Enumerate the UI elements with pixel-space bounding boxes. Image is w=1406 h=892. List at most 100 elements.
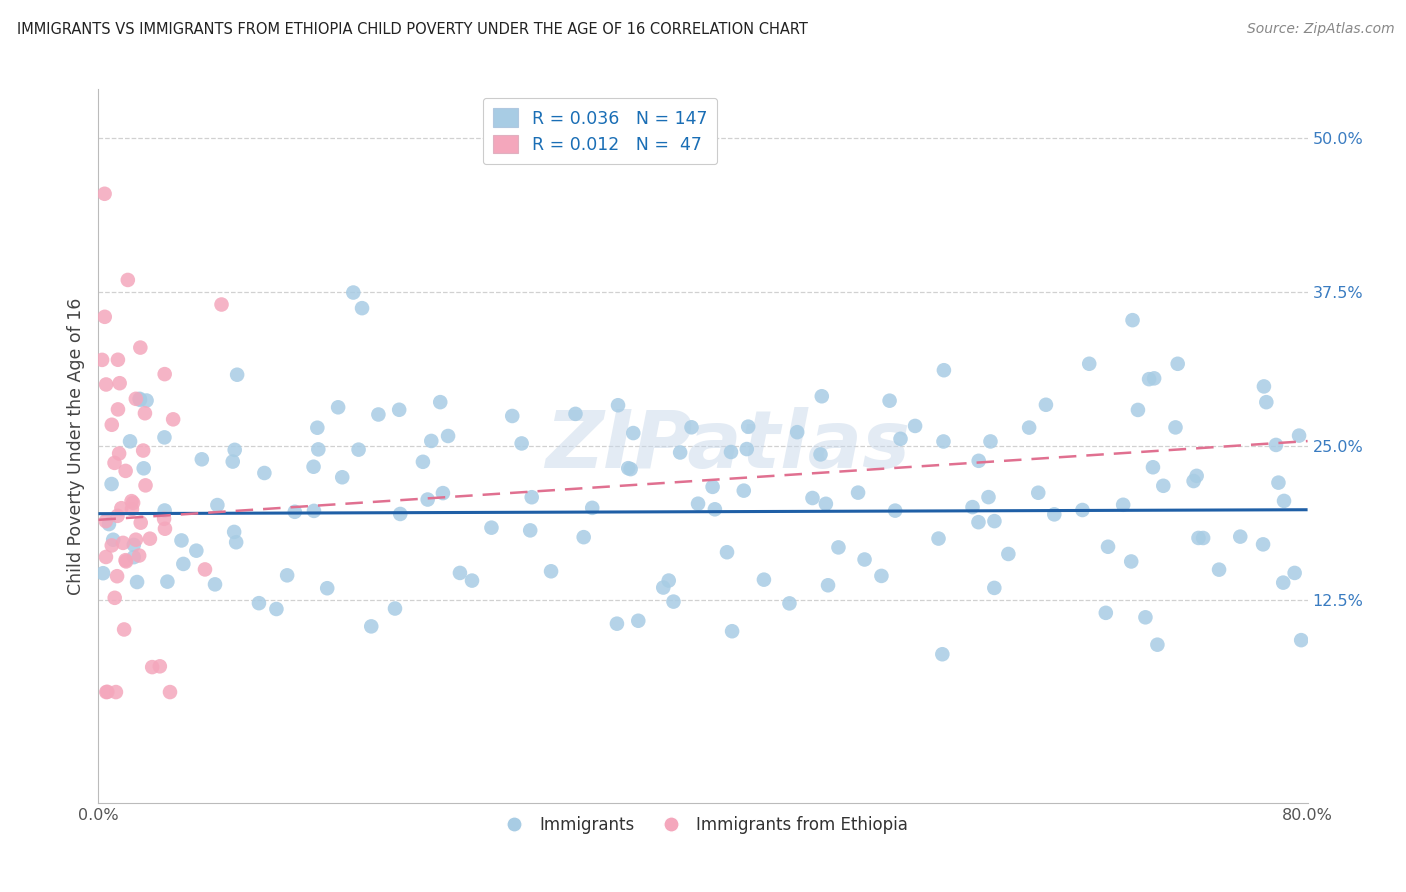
Point xyxy=(125,392,148,406)
Point xyxy=(225,535,247,549)
Point xyxy=(581,500,603,515)
Point xyxy=(997,547,1019,561)
Point xyxy=(416,492,439,507)
Point xyxy=(330,470,353,484)
Point xyxy=(1192,531,1215,545)
Point xyxy=(702,480,724,494)
Point xyxy=(100,477,122,491)
Point xyxy=(129,516,152,530)
Point xyxy=(1078,357,1101,371)
Point xyxy=(104,591,127,605)
Point xyxy=(510,436,533,450)
Point xyxy=(889,432,911,446)
Point xyxy=(1126,403,1149,417)
Point xyxy=(114,553,136,567)
Point xyxy=(1026,485,1049,500)
Point xyxy=(326,401,349,415)
Point xyxy=(1185,468,1208,483)
Point xyxy=(122,538,145,552)
Point xyxy=(132,461,155,475)
Point xyxy=(118,434,141,449)
Point xyxy=(620,462,643,476)
Y-axis label: Child Poverty Under the Age of 16: Child Poverty Under the Age of 16 xyxy=(66,297,84,595)
Point xyxy=(307,421,329,435)
Point xyxy=(93,310,115,324)
Point xyxy=(1272,575,1295,590)
Point xyxy=(606,616,628,631)
Point xyxy=(162,412,184,426)
Point xyxy=(384,601,406,615)
Point xyxy=(520,490,543,504)
Point xyxy=(1112,498,1135,512)
Point xyxy=(121,494,143,508)
Point xyxy=(128,392,150,406)
Point xyxy=(107,352,129,367)
Point xyxy=(1121,554,1143,568)
Point xyxy=(153,503,176,517)
Point xyxy=(211,297,233,311)
Point xyxy=(519,524,541,538)
Legend: Immigrants, Immigrants from Ethiopia: Immigrants, Immigrants from Ethiopia xyxy=(491,810,915,841)
Point xyxy=(1187,531,1209,545)
Point xyxy=(93,186,115,201)
Point xyxy=(186,543,208,558)
Point xyxy=(967,454,990,468)
Point xyxy=(429,395,451,409)
Point xyxy=(170,533,193,548)
Point xyxy=(607,398,630,412)
Point xyxy=(658,574,681,588)
Point xyxy=(108,376,131,391)
Point xyxy=(752,573,775,587)
Point xyxy=(153,522,176,536)
Point xyxy=(121,502,143,516)
Point xyxy=(1146,638,1168,652)
Point xyxy=(1142,460,1164,475)
Point xyxy=(307,442,329,457)
Point xyxy=(191,452,214,467)
Point xyxy=(962,500,984,514)
Point xyxy=(96,685,118,699)
Point xyxy=(735,442,758,456)
Point xyxy=(94,549,117,564)
Point xyxy=(977,490,1000,504)
Point xyxy=(1122,313,1144,327)
Point xyxy=(159,685,181,699)
Point xyxy=(302,459,325,474)
Point xyxy=(1272,494,1295,508)
Point xyxy=(111,536,134,550)
Point xyxy=(1288,428,1310,442)
Point xyxy=(156,574,179,589)
Point xyxy=(1267,475,1289,490)
Point xyxy=(1137,372,1160,386)
Point xyxy=(125,533,148,547)
Point xyxy=(224,524,246,539)
Point xyxy=(801,491,824,505)
Point xyxy=(360,619,382,633)
Point xyxy=(207,498,229,512)
Point xyxy=(107,508,129,523)
Point xyxy=(846,485,869,500)
Point xyxy=(342,285,364,300)
Point xyxy=(1043,508,1066,522)
Point xyxy=(572,530,595,544)
Point xyxy=(266,602,288,616)
Point xyxy=(153,512,176,526)
Point xyxy=(870,569,893,583)
Point xyxy=(128,549,150,563)
Point xyxy=(481,521,503,535)
Point xyxy=(141,660,163,674)
Text: Source: ZipAtlas.com: Source: ZipAtlas.com xyxy=(1247,22,1395,37)
Point xyxy=(827,541,849,555)
Point xyxy=(101,533,124,547)
Point xyxy=(135,393,157,408)
Point xyxy=(153,367,176,381)
Point xyxy=(810,447,832,461)
Point xyxy=(117,273,139,287)
Point xyxy=(139,532,162,546)
Point xyxy=(94,514,117,528)
Point xyxy=(388,402,411,417)
Point xyxy=(716,545,738,559)
Point xyxy=(108,446,131,460)
Point xyxy=(389,507,412,521)
Point xyxy=(172,557,194,571)
